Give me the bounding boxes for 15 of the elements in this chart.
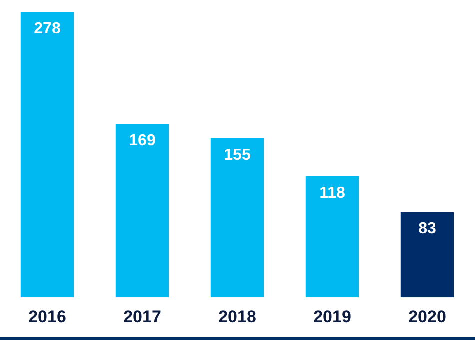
data-label: 83: [418, 220, 436, 238]
bar: [306, 176, 360, 298]
bar: [116, 124, 170, 298]
data-label: 169: [129, 132, 156, 150]
bar: [210, 138, 264, 298]
x-tick-label: 2017: [124, 307, 162, 326]
x-tick-label: 2019: [314, 307, 352, 326]
x-tick-label: 2016: [28, 307, 66, 326]
data-label: 118: [320, 184, 346, 202]
bar: [400, 212, 454, 298]
x-tick-label: 2020: [408, 307, 446, 326]
data-label: 155: [224, 146, 251, 164]
data-label: 278: [34, 20, 61, 38]
x-tick-label: 2018: [218, 307, 256, 326]
bar: [20, 12, 74, 298]
